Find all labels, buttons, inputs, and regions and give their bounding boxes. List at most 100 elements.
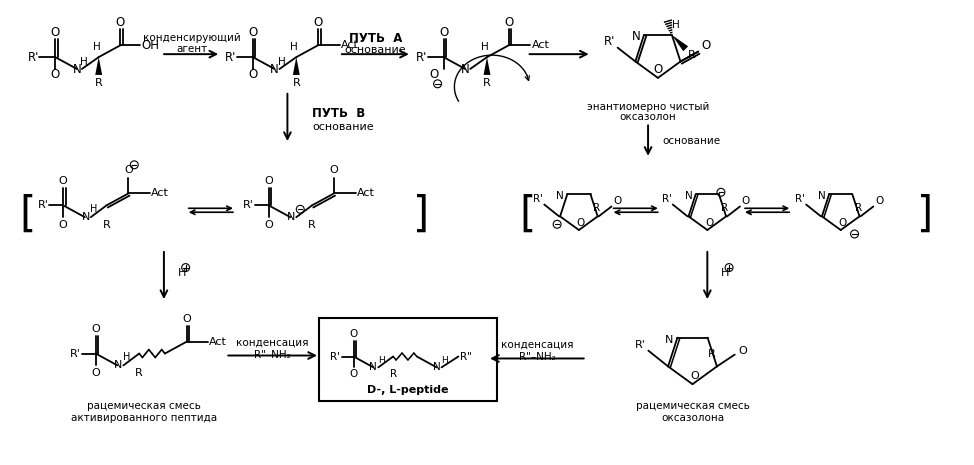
- Text: оксазолона: оксазолона: [661, 413, 724, 423]
- Text: R: R: [135, 368, 143, 379]
- Text: H: H: [378, 356, 385, 365]
- Text: H: H: [90, 204, 97, 214]
- Text: R': R': [635, 339, 646, 350]
- Text: O: O: [876, 196, 883, 206]
- FancyBboxPatch shape: [319, 318, 497, 401]
- Text: рацемическая смесь: рацемическая смесь: [636, 401, 749, 411]
- Text: R: R: [308, 220, 316, 230]
- Text: основание: основание: [312, 122, 374, 132]
- Text: ]: ]: [413, 194, 429, 236]
- Text: R: R: [94, 78, 102, 88]
- Text: R: R: [390, 369, 396, 379]
- Text: R: R: [855, 203, 862, 213]
- Text: O: O: [742, 196, 750, 206]
- Text: H: H: [123, 352, 131, 363]
- Text: R': R': [534, 193, 543, 204]
- Text: конденсирующий: конденсирующий: [143, 33, 241, 43]
- Text: основание: основание: [662, 136, 720, 146]
- Text: R': R': [243, 200, 254, 210]
- Text: H: H: [721, 267, 730, 278]
- Text: R: R: [292, 78, 300, 88]
- Text: O: O: [314, 16, 322, 29]
- Text: OH: OH: [141, 39, 159, 52]
- Text: конденсация: конденсация: [502, 339, 574, 350]
- Text: O: O: [248, 26, 257, 39]
- Text: R': R': [27, 51, 39, 64]
- Text: N: N: [114, 360, 123, 371]
- Text: N: N: [818, 191, 826, 201]
- Text: O: O: [124, 165, 132, 175]
- Text: O: O: [350, 329, 357, 339]
- Text: H: H: [441, 356, 448, 365]
- Text: R: R: [593, 203, 600, 213]
- Text: R"–NH₂: R"–NH₂: [519, 352, 556, 361]
- Text: R': R': [70, 349, 81, 359]
- Text: O: O: [429, 68, 438, 81]
- Text: N: N: [369, 362, 377, 372]
- Text: R: R: [483, 78, 491, 88]
- Text: O: O: [58, 220, 67, 230]
- Text: R: R: [688, 50, 695, 60]
- Text: оксазолон: оксазолон: [619, 113, 676, 122]
- Text: O: O: [264, 220, 273, 230]
- Text: O: O: [92, 368, 100, 379]
- Text: O: O: [264, 176, 273, 186]
- Text: H: H: [290, 42, 298, 52]
- Text: R': R': [330, 352, 340, 361]
- Text: H: H: [672, 20, 680, 30]
- Text: O: O: [705, 218, 713, 228]
- Text: O: O: [839, 218, 846, 228]
- Text: R': R': [37, 200, 49, 210]
- Text: O: O: [350, 369, 357, 379]
- Text: H: H: [278, 57, 285, 67]
- Text: R': R': [225, 51, 237, 64]
- Text: R: R: [722, 203, 729, 213]
- Text: R: R: [708, 348, 716, 359]
- Text: Act: Act: [341, 40, 358, 50]
- Text: O: O: [58, 176, 67, 186]
- Text: конденсация: конденсация: [237, 338, 309, 348]
- Text: O: O: [248, 68, 257, 81]
- Polygon shape: [293, 57, 300, 75]
- Text: O: O: [505, 16, 513, 29]
- Text: O: O: [654, 63, 662, 76]
- Polygon shape: [95, 57, 102, 75]
- Text: N: N: [270, 63, 279, 76]
- Text: O: O: [329, 165, 338, 175]
- Text: O: O: [691, 371, 699, 381]
- Polygon shape: [672, 35, 689, 51]
- Text: R': R': [416, 51, 428, 64]
- Text: R': R': [661, 193, 672, 204]
- Text: R': R': [795, 193, 805, 204]
- Text: активированного пептида: активированного пептида: [71, 413, 217, 423]
- Text: O: O: [577, 218, 585, 228]
- Text: [: [: [519, 194, 536, 236]
- Text: ]: ]: [917, 194, 933, 236]
- Text: D-, L-peptide: D-, L-peptide: [367, 385, 449, 395]
- Text: N: N: [632, 30, 641, 43]
- Text: энантиомерно чистый: энантиомерно чистый: [587, 101, 709, 112]
- Text: N: N: [685, 191, 693, 201]
- Text: N: N: [556, 191, 564, 201]
- Text: R: R: [102, 220, 110, 230]
- Text: O: O: [51, 68, 59, 81]
- Text: H: H: [80, 57, 88, 67]
- Text: Act: Act: [532, 40, 549, 50]
- Text: Act: Act: [151, 188, 169, 199]
- Text: R': R': [604, 35, 616, 48]
- Text: основание: основание: [345, 45, 406, 55]
- Text: агент: агент: [176, 44, 207, 54]
- Text: O: O: [439, 26, 448, 39]
- Text: O: O: [51, 26, 59, 39]
- Text: H: H: [177, 267, 186, 278]
- Text: O: O: [182, 314, 191, 324]
- Text: R"–NH₂: R"–NH₂: [254, 350, 291, 359]
- Text: Act: Act: [209, 337, 227, 347]
- Text: N: N: [287, 212, 295, 222]
- Text: N: N: [432, 362, 440, 372]
- Text: O: O: [614, 196, 621, 206]
- Text: N: N: [461, 63, 469, 76]
- Text: [: [: [19, 194, 36, 236]
- Text: O: O: [92, 324, 100, 334]
- Text: O: O: [701, 39, 711, 52]
